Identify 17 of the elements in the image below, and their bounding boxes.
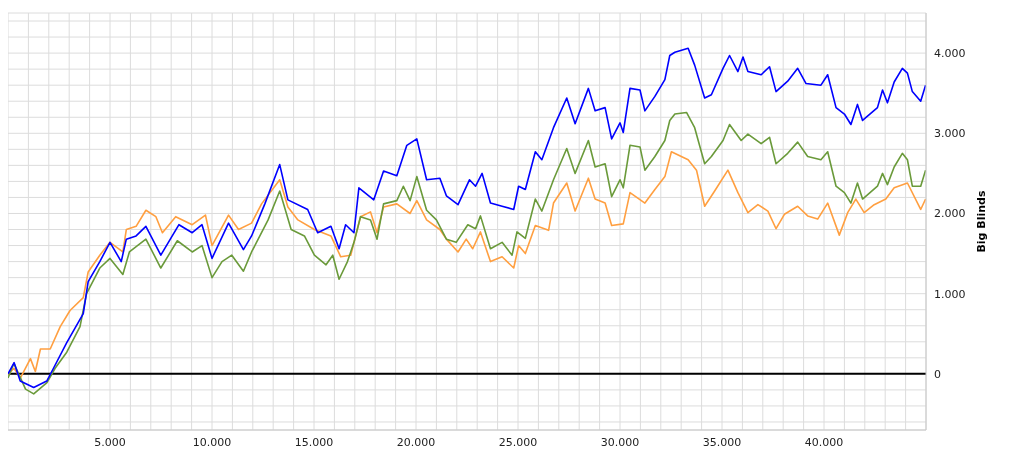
x-tick-label: 30.000 — [600, 435, 640, 449]
x-tick-label: 15.000 — [294, 435, 334, 449]
x-tick-label: 10.000 — [192, 435, 232, 449]
y-tick-label: 2.000 — [934, 207, 966, 221]
x-tick-label: 5.000 — [94, 435, 126, 449]
x-tick-label: 35.000 — [702, 435, 742, 449]
x-tick-label: 25.000 — [498, 435, 538, 449]
y-tick-label: 0 — [934, 367, 941, 381]
line-series — [8, 47, 926, 389]
y-tick-label: 3.000 — [934, 127, 966, 141]
x-tick-label: 40.000 — [804, 435, 844, 449]
line-series — [8, 150, 926, 379]
y-tick-label: 1.000 — [934, 287, 966, 301]
x-tick-label: 20.000 — [396, 435, 436, 449]
line-series — [8, 111, 926, 395]
y-axis-title: Big Blinds — [974, 190, 988, 253]
y-tick-label: 4.000 — [934, 47, 966, 60]
